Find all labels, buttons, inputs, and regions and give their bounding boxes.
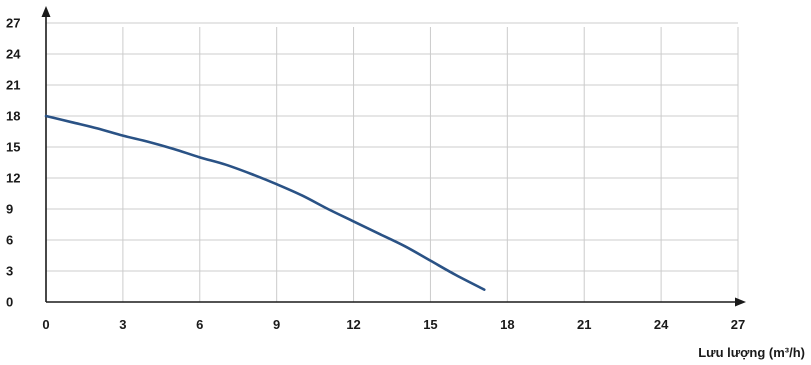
x-tick-label: 15 bbox=[423, 317, 437, 332]
x-tick-label: 21 bbox=[577, 317, 591, 332]
x-tick-label: 12 bbox=[346, 317, 360, 332]
x-axis-arrow-icon bbox=[735, 297, 746, 307]
y-tick-label: 9 bbox=[6, 202, 13, 217]
x-tick-label: 24 bbox=[654, 317, 669, 332]
x-tick-label: 18 bbox=[500, 317, 514, 332]
x-tick-label: 3 bbox=[119, 317, 126, 332]
y-tick-label: 15 bbox=[6, 140, 20, 155]
x-axis-title: Lưu lượng (m³/h) bbox=[698, 345, 805, 360]
x-tick-label: 27 bbox=[731, 317, 745, 332]
x-tick-label: 0 bbox=[42, 317, 49, 332]
y-tick-label: 12 bbox=[6, 171, 20, 186]
y-tick-label: 21 bbox=[6, 78, 20, 93]
grid-lines bbox=[46, 22, 739, 302]
y-tick-label: 24 bbox=[6, 47, 21, 62]
data-series bbox=[44, 114, 486, 291]
series-line bbox=[44, 114, 486, 291]
y-tick-label: 27 bbox=[6, 16, 20, 31]
y-tick-label: 0 bbox=[6, 295, 13, 310]
x-tick-label: 6 bbox=[196, 317, 203, 332]
axes bbox=[41, 6, 746, 307]
y-tick-label: 6 bbox=[6, 233, 13, 248]
x-tick-label: 9 bbox=[273, 317, 280, 332]
y-tick-label: 18 bbox=[6, 109, 20, 124]
y-axis-arrow-icon bbox=[41, 6, 51, 17]
y-tick-label: 3 bbox=[6, 264, 13, 279]
tick-labels: 0 3 6 9 12 15 18 21 24 27 0 3 6 9 12 15 18 21 24 27 bbox=[6, 16, 745, 333]
